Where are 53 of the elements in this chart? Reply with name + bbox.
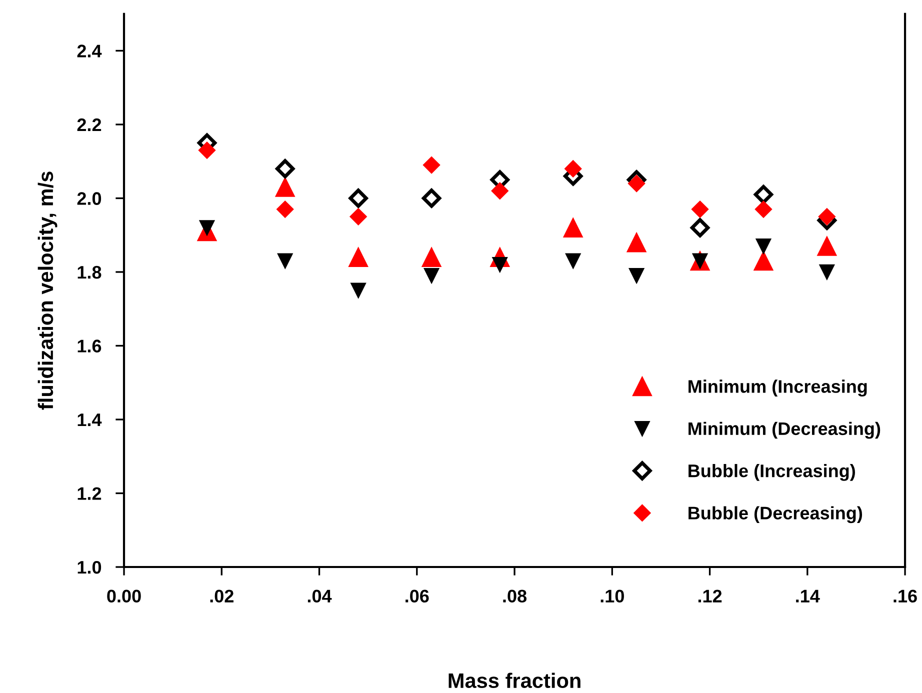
point bbox=[628, 268, 644, 284]
point bbox=[277, 253, 293, 269]
point bbox=[754, 184, 774, 204]
point bbox=[754, 251, 774, 271]
point bbox=[422, 156, 440, 174]
x-tick-label: .10 bbox=[600, 590, 624, 602]
y-tick-label: 1.0 bbox=[78, 560, 102, 574]
point bbox=[565, 253, 581, 269]
point bbox=[491, 182, 508, 200]
point bbox=[422, 188, 442, 208]
point bbox=[422, 248, 442, 267]
point bbox=[819, 264, 835, 280]
point bbox=[424, 268, 440, 284]
point bbox=[754, 200, 772, 218]
y-tick-label: 2.0 bbox=[77, 192, 102, 205]
x-tick-label: .06 bbox=[406, 590, 429, 602]
point bbox=[276, 200, 294, 218]
point bbox=[818, 208, 836, 226]
y-tick-label: 2.4 bbox=[77, 44, 102, 58]
point bbox=[199, 220, 215, 236]
legend-label: Minimum (Increasing bbox=[688, 380, 867, 397]
point bbox=[756, 238, 772, 254]
x-tick-label: .08 bbox=[503, 590, 527, 602]
point bbox=[350, 208, 367, 226]
x-tick-label: .02 bbox=[210, 590, 234, 602]
x-tick-label: .12 bbox=[698, 590, 722, 602]
y-axis-title: fluidization velocity, m/s bbox=[38, 172, 58, 410]
legend-label: Bubble (Decreasing) bbox=[688, 506, 862, 524]
legend-label: Minimum (Decreasing) bbox=[688, 422, 880, 439]
point bbox=[276, 159, 295, 178]
point bbox=[348, 188, 368, 208]
point bbox=[691, 200, 709, 218]
point bbox=[348, 248, 368, 267]
point bbox=[198, 142, 216, 159]
point bbox=[628, 174, 646, 192]
point bbox=[626, 232, 646, 252]
point bbox=[817, 236, 837, 256]
y-tick-label: 1.6 bbox=[78, 340, 102, 352]
point bbox=[350, 282, 366, 298]
x-tick-label: .04 bbox=[308, 590, 332, 602]
y-tick-label: 1.4 bbox=[78, 414, 102, 426]
x-tick-label: .16 bbox=[894, 590, 917, 602]
point bbox=[275, 177, 295, 197]
legend-label: Bubble (Increasing) bbox=[688, 464, 855, 481]
x-tick-label: 0.00 bbox=[107, 590, 141, 602]
y-tick-label: 1.8 bbox=[78, 266, 102, 279]
x-axis-title: Mass fraction bbox=[448, 672, 580, 688]
y-tick-label: 1.2 bbox=[78, 487, 102, 500]
y-tick-label: 2.2 bbox=[77, 118, 102, 132]
point bbox=[563, 218, 583, 238]
x-tick-label: .14 bbox=[796, 590, 820, 602]
point bbox=[690, 218, 710, 238]
point bbox=[564, 160, 582, 178]
